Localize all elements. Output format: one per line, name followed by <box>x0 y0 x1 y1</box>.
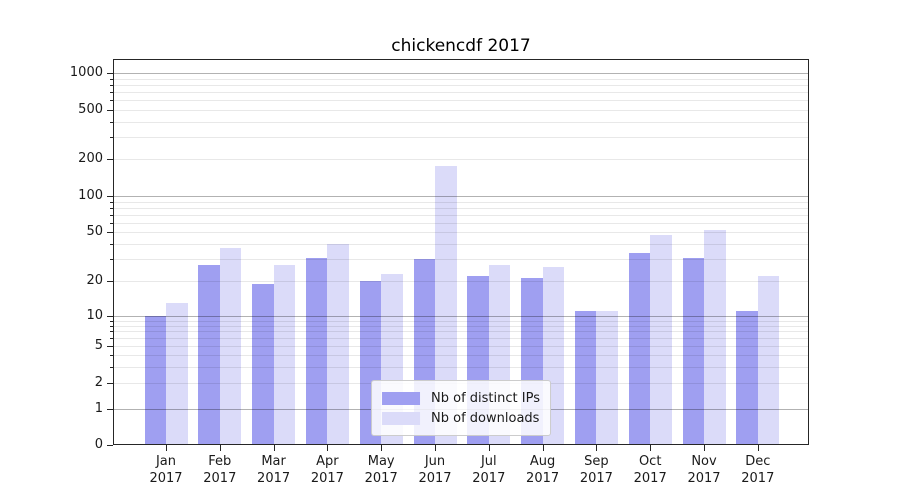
y-tick-label-50: 50 <box>86 224 103 239</box>
plot-area: 0 1 2 5 10 20 50 100 200 500 1000 Jan 2017 Feb 2017 Mar… <box>70 59 809 486</box>
y-tick-label-200: 200 <box>78 151 103 166</box>
x-tick-dec <box>757 445 759 451</box>
x-tick-sep <box>596 445 598 451</box>
bar-downloads-jun <box>435 166 457 445</box>
y-tick-label-2: 2 <box>94 375 103 390</box>
x-tick-apr <box>327 445 329 451</box>
legend: Nb of distinct IPs Nb of downloads <box>371 380 551 436</box>
x-tick-oct <box>650 445 652 451</box>
y-tick-label-0: 0 <box>94 437 103 452</box>
x-tick-label-oct: Oct 2017 <box>633 454 667 486</box>
bar-downloads-nov <box>704 230 726 445</box>
x-tick-may <box>381 445 383 451</box>
bar-distinct-ips-nov <box>682 257 704 445</box>
legend-swatch-downloads <box>382 411 421 425</box>
x-tick-label-jul: Jul 2017 <box>472 454 506 486</box>
x-tick-label-feb: Feb 2017 <box>203 454 237 486</box>
bar-distinct-ips-jan <box>144 316 166 445</box>
x-tick-feb <box>219 445 221 451</box>
x-tick-label-mar: Mar 2017 <box>257 454 291 486</box>
bar-downloads-feb <box>219 248 242 445</box>
y-tick-0 <box>107 445 113 446</box>
x-tick-label-dec: Dec 2017 <box>741 454 775 486</box>
bar-distinct-ips-mar <box>252 283 274 445</box>
x-tick-jul <box>488 445 490 451</box>
bar-downloads-jan <box>166 302 188 445</box>
x-tick-label-sep: Sep 2017 <box>579 454 613 486</box>
x-tick-label-nov: Nov 2017 <box>687 454 721 486</box>
bar-downloads-sep <box>596 311 618 445</box>
legend-row-downloads: Nb of downloads <box>382 408 540 428</box>
bar-distinct-ips-sep <box>574 311 597 445</box>
x-tick-label-jun: Jun 2017 <box>418 454 452 486</box>
y-tick-label-500: 500 <box>78 102 103 117</box>
y-tick-label-100: 100 <box>78 188 103 203</box>
bar-distinct-ips-oct <box>628 252 651 445</box>
x-tick-jun <box>435 445 436 451</box>
y-tick-label-20: 20 <box>86 273 103 288</box>
x-tick-label-aug: Aug 2017 <box>526 454 560 486</box>
chart-title: chickencdf 2017 <box>391 36 531 56</box>
bar-distinct-ips-feb <box>198 265 220 445</box>
y-tick-label-10: 10 <box>86 308 103 323</box>
x-tick-nov <box>704 445 705 451</box>
y-tick-label-5: 5 <box>94 338 103 353</box>
x-tick-label-apr: Apr 2017 <box>310 454 344 486</box>
x-tick-label-may: May 2017 <box>364 454 398 486</box>
x-tick-aug <box>542 445 544 451</box>
bar-distinct-ips-dec <box>736 311 758 445</box>
bar-downloads-dec <box>757 275 780 445</box>
legend-swatch-distinct-ips <box>382 391 421 405</box>
legend-label-distinct-ips: Nb of distinct IPs <box>431 390 540 406</box>
y-tick-label-1000: 1000 <box>69 65 103 80</box>
y-tick-label-1: 1 <box>94 401 103 416</box>
x-tick-jan <box>166 445 167 451</box>
bar-downloads-mar <box>273 265 296 445</box>
bar-downloads-apr <box>327 243 349 445</box>
x-tick-mar <box>273 445 275 451</box>
legend-label-downloads: Nb of downloads <box>431 410 540 426</box>
legend-row-distinct-ips: Nb of distinct IPs <box>382 388 540 408</box>
bar-downloads-oct <box>650 235 672 445</box>
bar-distinct-ips-apr <box>305 257 328 445</box>
x-tick-label-jan: Jan 2017 <box>149 454 183 486</box>
